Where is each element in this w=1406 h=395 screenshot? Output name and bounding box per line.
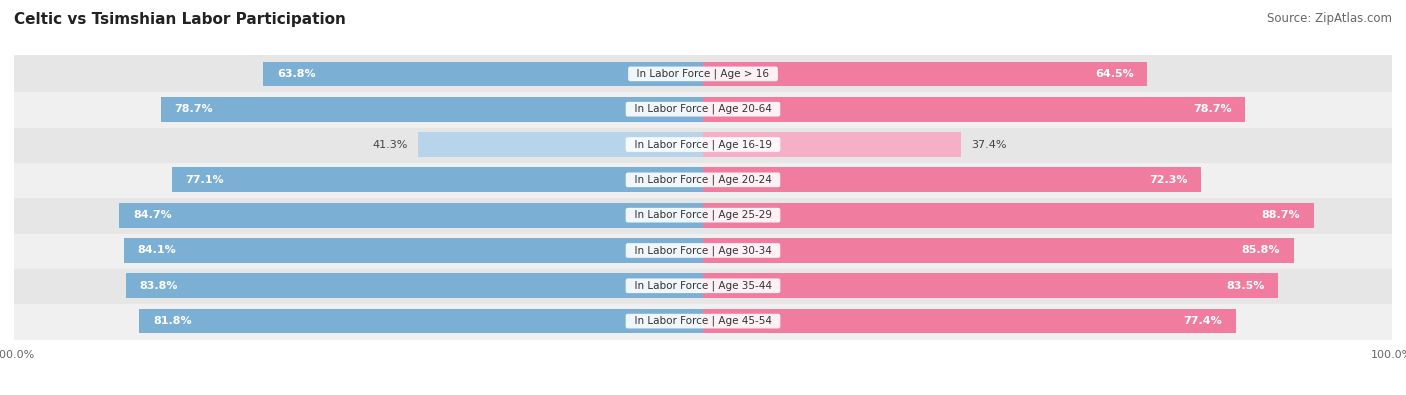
Text: In Labor Force | Age 16-19: In Labor Force | Age 16-19 bbox=[627, 139, 779, 150]
Text: In Labor Force | Age 20-64: In Labor Force | Age 20-64 bbox=[628, 104, 778, 115]
Bar bbox=[703, 238, 1294, 263]
Text: 78.7%: 78.7% bbox=[1192, 104, 1232, 114]
Bar bbox=[120, 203, 703, 228]
Text: 77.4%: 77.4% bbox=[1184, 316, 1222, 326]
Bar bbox=[160, 97, 703, 122]
Bar bbox=[139, 309, 703, 333]
Bar bbox=[703, 309, 1236, 333]
Text: 83.8%: 83.8% bbox=[139, 281, 179, 291]
Text: In Labor Force | Age 30-34: In Labor Force | Age 30-34 bbox=[628, 245, 778, 256]
Bar bbox=[14, 232, 1392, 269]
Text: 37.4%: 37.4% bbox=[972, 139, 1007, 150]
Bar bbox=[124, 238, 703, 263]
Bar bbox=[703, 273, 1278, 298]
Bar bbox=[14, 161, 1392, 198]
Bar bbox=[703, 62, 1147, 86]
Text: In Labor Force | Age 45-54: In Labor Force | Age 45-54 bbox=[627, 316, 779, 326]
Bar bbox=[14, 197, 1392, 234]
Bar bbox=[125, 273, 703, 298]
Text: 84.1%: 84.1% bbox=[138, 245, 176, 256]
Bar bbox=[14, 91, 1392, 128]
Text: 85.8%: 85.8% bbox=[1241, 245, 1281, 256]
Text: 41.3%: 41.3% bbox=[373, 139, 408, 150]
Bar bbox=[14, 126, 1392, 163]
Text: Celtic vs Tsimshian Labor Participation: Celtic vs Tsimshian Labor Participation bbox=[14, 12, 346, 27]
Text: 64.5%: 64.5% bbox=[1095, 69, 1133, 79]
Bar bbox=[703, 97, 1246, 122]
Bar bbox=[14, 267, 1392, 304]
Text: In Labor Force | Age 25-29: In Labor Force | Age 25-29 bbox=[627, 210, 779, 220]
Text: 63.8%: 63.8% bbox=[277, 69, 316, 79]
Text: Source: ZipAtlas.com: Source: ZipAtlas.com bbox=[1267, 12, 1392, 25]
Bar bbox=[703, 203, 1315, 228]
Bar bbox=[14, 55, 1392, 92]
Bar bbox=[703, 167, 1201, 192]
Text: 88.7%: 88.7% bbox=[1261, 210, 1301, 220]
Text: 84.7%: 84.7% bbox=[134, 210, 172, 220]
Text: In Labor Force | Age 20-24: In Labor Force | Age 20-24 bbox=[628, 175, 778, 185]
Text: 83.5%: 83.5% bbox=[1226, 281, 1264, 291]
Bar bbox=[172, 167, 703, 192]
Bar bbox=[263, 62, 703, 86]
Text: 78.7%: 78.7% bbox=[174, 104, 214, 114]
Bar bbox=[14, 303, 1392, 340]
Text: 72.3%: 72.3% bbox=[1149, 175, 1187, 185]
Text: In Labor Force | Age > 16: In Labor Force | Age > 16 bbox=[630, 69, 776, 79]
Text: 77.1%: 77.1% bbox=[186, 175, 224, 185]
Bar bbox=[419, 132, 703, 157]
Text: 81.8%: 81.8% bbox=[153, 316, 191, 326]
Bar bbox=[703, 132, 960, 157]
Text: In Labor Force | Age 35-44: In Labor Force | Age 35-44 bbox=[627, 280, 779, 291]
